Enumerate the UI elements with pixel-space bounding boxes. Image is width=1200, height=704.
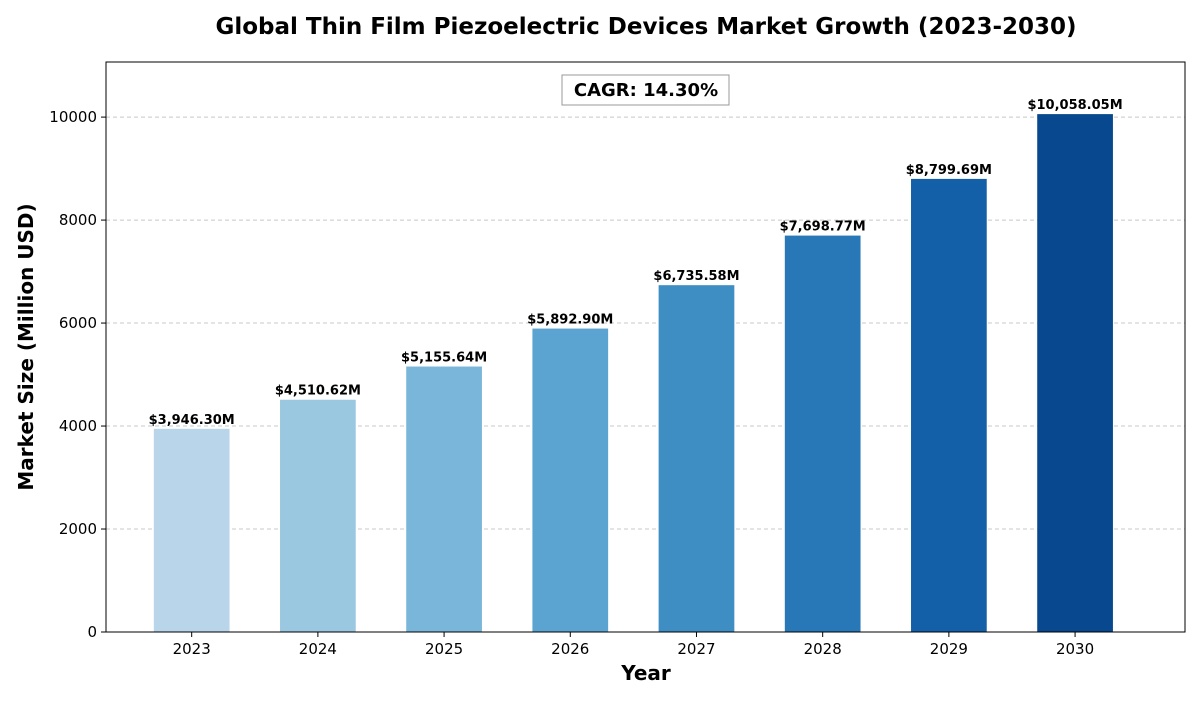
bar-value-label-2026: $5,892.90M (527, 313, 613, 328)
cagr-annotation: CAGR: 14.30% (561, 74, 730, 106)
y-tick-label: 4000 (59, 417, 97, 435)
bar-value-label-2027: $6,735.58M (653, 269, 739, 284)
x-tick-label-2026: 2026 (551, 640, 589, 658)
bar-value-label-2024: $4,510.62M (275, 384, 361, 399)
plot-frame (105, 61, 1186, 633)
x-tick-label-2029: 2029 (930, 640, 968, 658)
y-tick-label: 2000 (59, 520, 97, 538)
bar-2027 (658, 285, 735, 632)
bars (153, 114, 1113, 633)
chart-title: Global Thin Film Piezoelectric Devices M… (215, 14, 1076, 40)
cagr-annotation-text: CAGR: 14.30% (574, 80, 718, 101)
x-tick-label-2025: 2025 (425, 640, 463, 658)
cagr-annotation-box (561, 74, 730, 106)
y-axis-label: Market Size (Million USD) (14, 203, 38, 490)
bar-value-label-2023: $3,946.30M (149, 413, 235, 428)
bar-2028 (784, 235, 861, 632)
bar-2024 (280, 399, 356, 632)
bar-2026 (532, 328, 609, 632)
y-tick-label: 8000 (59, 211, 97, 229)
bar-value-label-2030: $10,058.05M (1027, 98, 1122, 113)
x-tick-label-2024: 2024 (299, 640, 337, 658)
x-tick-label-2023: 2023 (173, 640, 211, 658)
gridlines (106, 116, 1185, 530)
y-tick-label: 0 (87, 623, 97, 641)
x-tick-label-2028: 2028 (804, 640, 842, 658)
bar-value-label-2025: $5,155.64M (401, 351, 487, 366)
bar-value-labels: $3,946.30M $4,510.62M $5,155.64M $5,892.90M… (149, 98, 1123, 428)
bar-2030 (1037, 114, 1113, 632)
x-axis-ticks: 2023 2024 2025 2026 2027 2028 2029 2030 (173, 632, 1094, 658)
bar-value-label-2029: $8,799.69M (906, 163, 992, 178)
y-axis-ticks: 0 2000 4000 6000 8000 10000 (49, 108, 106, 641)
x-axis-label: Year (620, 661, 671, 685)
bar-2023 (153, 428, 230, 632)
bar-2025 (406, 366, 482, 632)
y-tick-label: 6000 (59, 314, 97, 332)
y-tick-label: 10000 (49, 108, 97, 126)
bar-2029 (911, 178, 987, 633)
x-tick-label-2030: 2030 (1056, 640, 1094, 658)
bar-value-label-2028: $7,698.77M (780, 220, 866, 235)
x-tick-label-2027: 2027 (677, 640, 715, 658)
